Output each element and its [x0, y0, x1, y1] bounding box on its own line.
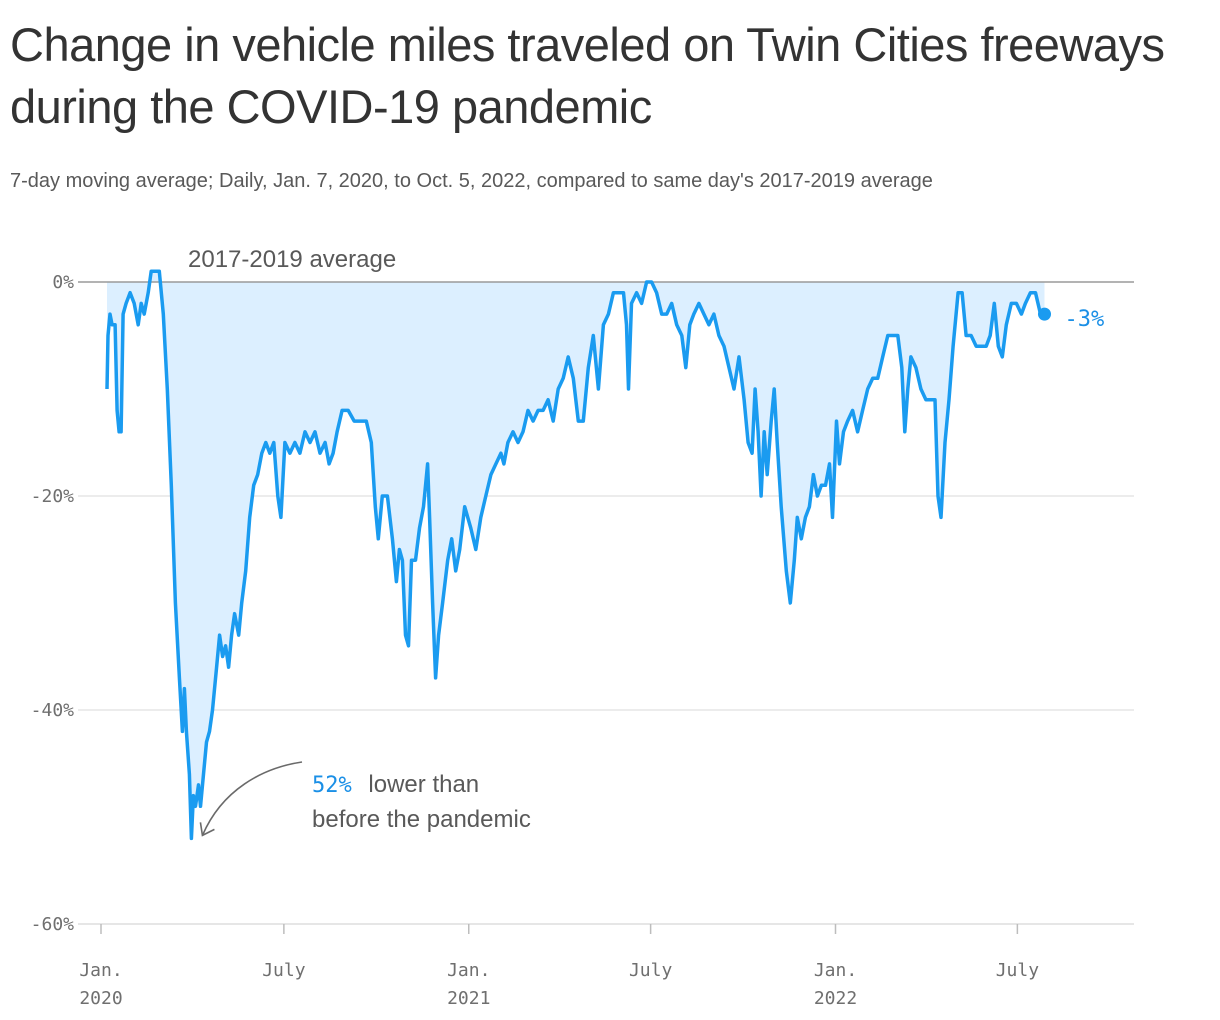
x-tick-label: Jan. [814, 960, 857, 981]
annotation-line-1-text: lower than [368, 771, 479, 798]
y-tick-label: 0% [52, 272, 74, 293]
chart-subtitle: 7-day moving average; Daily, Jan. 7, 202… [10, 170, 933, 192]
annotation-arrow [201, 761, 303, 836]
y-tick-label: -60% [31, 914, 75, 935]
x-tick-label: July [996, 960, 1040, 981]
x-tick-label: Jan. [447, 960, 490, 981]
end-value-label: -3% [1064, 307, 1104, 332]
annotation-line-1: 52% lower than [312, 771, 479, 798]
annotation-arrowhead [199, 822, 215, 837]
baseline-label: 2017-2019 average [188, 246, 396, 273]
x-tick-label: July [262, 960, 306, 981]
x-tick-year: 2022 [814, 988, 857, 1009]
end-point-marker [1037, 307, 1051, 321]
x-tick-label: Jan. [79, 960, 122, 981]
annotation-highlight: 52% [312, 773, 352, 798]
x-tick-year: 2021 [447, 988, 490, 1009]
y-tick-label: -20% [31, 486, 75, 507]
y-tick-label: -40% [31, 700, 75, 721]
y-axis: 0% -20% -40% -60% [31, 272, 75, 935]
chart-title: Change in vehicle miles traveled on Twin… [10, 18, 1165, 133]
x-tick-label: July [629, 960, 673, 981]
annotation-line-2: before the pandemic [312, 806, 531, 833]
x-tick-year: 2020 [79, 988, 122, 1009]
series-line [105, 269, 1045, 841]
x-axis: Jan. 2020 July Jan. 2021 July Jan. 2022 July [78, 923, 1134, 1009]
